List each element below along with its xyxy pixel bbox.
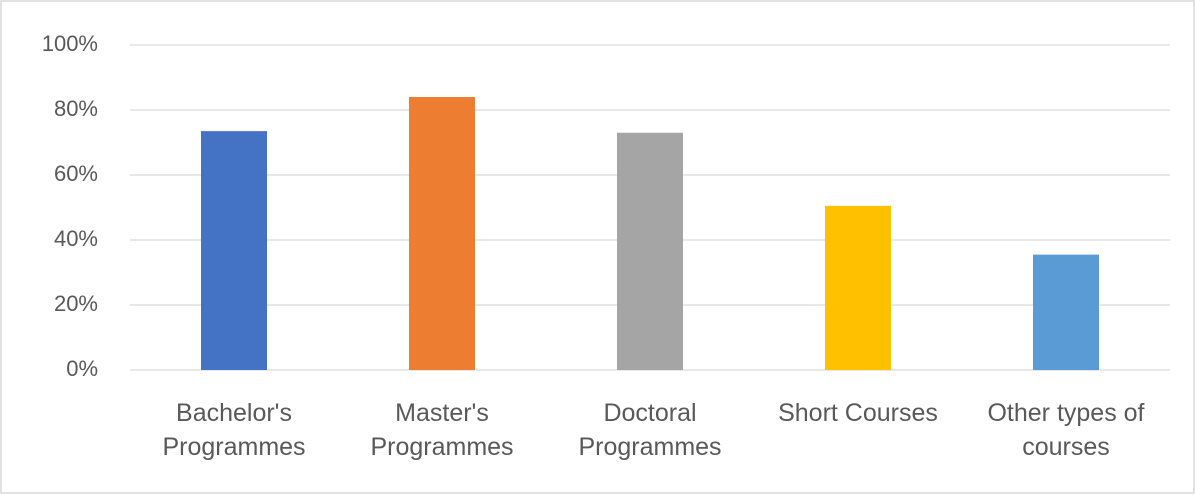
y-tick-label: 60% [54,161,98,186]
x-tick-label: Other types of courses [987,399,1145,461]
bar [825,205,891,370]
bar [1033,254,1099,370]
y-tick-label: 0% [66,356,98,381]
bar [201,131,267,370]
x-tick-label: Bachelor's Programmes [162,399,306,461]
y-tick-label: 80% [54,96,98,121]
bar [409,97,475,370]
x-tick-label: Short Courses [778,399,938,427]
x-tick-label: Doctoral Programmes [578,399,722,461]
x-tick-label: Master's Programmes [370,399,514,461]
y-tick-label: 100% [42,31,98,56]
y-tick-label: 20% [54,291,98,316]
bar [617,132,683,370]
y-tick-label: 40% [54,226,98,251]
